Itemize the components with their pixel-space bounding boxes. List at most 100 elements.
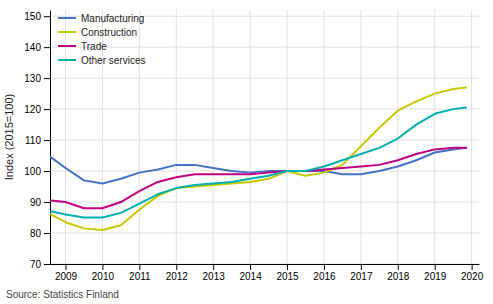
tick-label: 2012 xyxy=(166,271,189,282)
tick: 2011 xyxy=(129,264,151,282)
tick: 2014 xyxy=(239,264,262,282)
legend-swatch xyxy=(58,17,76,19)
grid-line-x xyxy=(176,10,177,264)
tick-label: 2018 xyxy=(387,271,410,282)
tick: 2019 xyxy=(424,264,447,282)
tick-label: 2014 xyxy=(239,271,262,282)
series-line xyxy=(51,108,466,218)
tick: 120 xyxy=(24,104,50,115)
tick-mark xyxy=(44,16,50,17)
tick-mark xyxy=(361,264,362,270)
tick-mark xyxy=(44,78,50,79)
tick-mark xyxy=(287,264,288,270)
tick: 2015 xyxy=(276,264,299,282)
tick-label: 140 xyxy=(24,42,41,53)
tick: 2012 xyxy=(166,264,189,282)
legend-swatch xyxy=(58,45,76,47)
legend-item: Manufacturing xyxy=(58,13,144,24)
tick-mark xyxy=(324,264,325,270)
tick: 100 xyxy=(24,166,50,177)
tick-label: 2013 xyxy=(203,271,226,282)
tick-mark xyxy=(250,264,251,270)
tick-label: 2011 xyxy=(129,271,151,282)
tick: 110 xyxy=(25,135,50,146)
tick-label: 90 xyxy=(30,197,42,208)
tick-mark xyxy=(44,233,50,234)
legend-label: Trade xyxy=(81,41,107,52)
grid-line-y xyxy=(50,233,479,234)
tick-label: 2015 xyxy=(276,271,299,282)
legend-item: Other services xyxy=(58,55,145,66)
source-note: Source: Statistics Finland xyxy=(6,289,119,300)
legend-swatch xyxy=(58,59,76,61)
y-axis: 70 80 90 100 110 120 130 140 150 xyxy=(24,11,50,270)
tick-mark xyxy=(398,264,399,270)
tick: 80 xyxy=(30,228,50,239)
grid-line-y xyxy=(50,202,479,203)
tick-label: 2017 xyxy=(350,271,373,282)
grid-line-x xyxy=(287,10,288,264)
tick: 150 xyxy=(24,11,50,22)
tick-label: 2009 xyxy=(55,271,78,282)
tick-label: 100 xyxy=(24,166,41,177)
tick-label: 2020 xyxy=(461,271,484,282)
grid-line-y xyxy=(50,264,479,265)
tick-label: 2016 xyxy=(313,271,336,282)
tick-label: 120 xyxy=(24,104,41,115)
tick-mark xyxy=(435,264,436,270)
tick-mark xyxy=(213,264,214,270)
grid-line-x xyxy=(471,10,472,264)
tick-label: 80 xyxy=(30,228,42,239)
tick-mark xyxy=(44,109,50,110)
tick-mark xyxy=(139,264,140,270)
grid-line-x xyxy=(139,10,140,264)
plot-area xyxy=(51,87,466,229)
y-axis-title: Index (2015=100) xyxy=(3,94,15,181)
grid-line-x xyxy=(434,10,435,264)
tick-label: 150 xyxy=(24,11,41,22)
tick: 2018 xyxy=(387,264,410,282)
tick-label: 2019 xyxy=(424,271,447,282)
tick: 2010 xyxy=(92,264,115,282)
grid-line-x xyxy=(65,10,66,264)
tick-label: 110 xyxy=(25,135,41,146)
tick-label: 130 xyxy=(24,73,41,84)
tick: 130 xyxy=(24,73,50,84)
tick: 2016 xyxy=(313,264,336,282)
tick-mark xyxy=(44,140,50,141)
series-line xyxy=(51,87,466,229)
legend-item: Construction xyxy=(58,27,137,38)
grid-line-y xyxy=(50,140,479,141)
grid-line-x xyxy=(213,10,214,264)
tick-mark xyxy=(44,202,50,203)
chart: 2009 2010 2011 2012 2013 2014 2015 2016 2017 2018… xyxy=(0,0,493,304)
tick-mark xyxy=(176,264,177,270)
legend-item: Trade xyxy=(58,41,107,52)
tick-mark xyxy=(44,47,50,48)
axis-line xyxy=(50,11,51,265)
grid-line-x xyxy=(323,10,324,264)
grid-line-y xyxy=(50,78,479,79)
tick-mark xyxy=(44,171,50,172)
legend-swatch xyxy=(58,31,76,33)
tick: 140 xyxy=(24,42,50,53)
grid-line-x xyxy=(250,10,251,264)
tick-mark xyxy=(472,264,473,270)
tick-label: 2010 xyxy=(92,271,115,282)
tick-mark xyxy=(44,264,50,265)
legend-label: Manufacturing xyxy=(81,13,144,24)
tick-mark xyxy=(66,264,67,270)
tick: 2009 xyxy=(55,264,78,282)
x-axis: 2009 2010 2011 2012 2013 2014 2015 2016 2017 2018… xyxy=(51,264,484,282)
tick: 90 xyxy=(30,197,50,208)
grid-line-y xyxy=(50,47,479,48)
tick-label: 70 xyxy=(30,259,42,270)
tick-mark xyxy=(102,264,103,270)
tick: 2020 xyxy=(461,264,484,282)
legend-label: Construction xyxy=(81,27,137,38)
tick: 70 xyxy=(30,259,50,270)
axis-line xyxy=(51,264,480,265)
grid-line-y xyxy=(50,109,479,110)
grid xyxy=(50,10,479,264)
legend-label: Other services xyxy=(81,55,145,66)
